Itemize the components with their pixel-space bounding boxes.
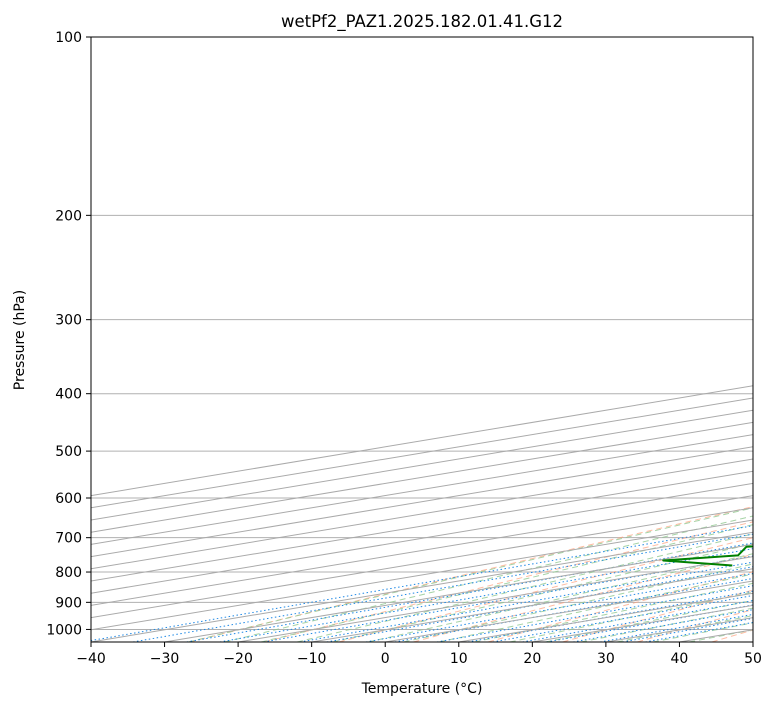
y-tick-label: 400	[55, 387, 82, 403]
mixing-ratio-line	[219, 548, 753, 642]
y-tick-label: 100	[55, 30, 82, 46]
x-tick-label: −10	[297, 651, 327, 667]
moist-adiabat-line	[296, 533, 753, 642]
x-tick-label: 50	[744, 651, 762, 667]
isotherm-line	[91, 446, 753, 558]
mixing-ratio-line	[132, 533, 753, 642]
isotherm-line	[91, 434, 753, 545]
x-axis-ticks: −40 −30 −20 −10 0 10 20 30 40 50	[76, 642, 762, 667]
y-tick-label: 1000	[46, 622, 82, 638]
isotherm-line	[91, 531, 753, 642]
mixing-ratio-line	[186, 542, 753, 642]
y-tick-label: 200	[55, 208, 82, 224]
x-tick-label: 40	[671, 651, 689, 667]
mixing-ratio-line	[492, 594, 753, 642]
mixing-ratio-line	[600, 613, 753, 642]
mixing-ratio-lines	[91, 525, 753, 642]
mixing-ratio-line	[573, 609, 753, 642]
y-tick-label: 900	[55, 595, 82, 611]
moist-adiabat-line	[368, 553, 753, 642]
x-tick-label: −40	[76, 651, 106, 667]
isotherm-line	[91, 458, 753, 570]
isotherms	[91, 385, 753, 642]
moist-adiabat-line	[260, 524, 753, 642]
pressure-gridlines	[91, 37, 753, 630]
mixing-ratio-line	[546, 604, 753, 642]
x-tick-label: −30	[150, 651, 180, 667]
plot-frame	[90, 36, 754, 643]
y-tick-label: 300	[55, 313, 82, 329]
x-tick-label: 0	[381, 651, 390, 667]
chart-title: wetPf2_PAZ1.2025.182.01.41.G12	[281, 12, 563, 32]
mixing-ratio-line	[622, 617, 753, 642]
moist-adiabats	[187, 507, 753, 642]
moist-adiabat-line	[474, 582, 753, 642]
moist-adiabat-line	[403, 563, 753, 642]
isotherm-line	[91, 507, 753, 619]
y-tick-label: 800	[55, 565, 82, 581]
x-tick-label: 20	[523, 651, 541, 667]
moist-adiabat-line	[187, 507, 753, 642]
y-axis-ticks: 1000 900 800 700 600 500 400 300 200 100	[46, 30, 91, 638]
dry-adiabat-line	[338, 537, 753, 642]
x-tick-label: 30	[597, 651, 615, 667]
x-tick-label: 10	[450, 651, 468, 667]
y-tick-label: 500	[55, 444, 82, 460]
isotherm-line	[91, 495, 753, 606]
isotherm-line	[91, 470, 753, 582]
isotherm-line	[91, 519, 753, 631]
y-tick-label: 600	[55, 491, 82, 507]
isotherm-line	[91, 482, 753, 594]
y-axis-label: Pressure (hPa)	[12, 290, 28, 390]
x-axis-label: Temperature (°C)	[361, 681, 483, 697]
mixing-ratio-line	[522, 600, 753, 642]
dry-adiabats	[189, 506, 753, 642]
y-tick-label: 700	[55, 531, 82, 547]
dry-adiabat-line	[264, 521, 753, 642]
mixing-ratio-line	[91, 525, 753, 642]
moist-adiabat-line	[224, 515, 753, 642]
x-tick-label: −20	[223, 651, 253, 667]
